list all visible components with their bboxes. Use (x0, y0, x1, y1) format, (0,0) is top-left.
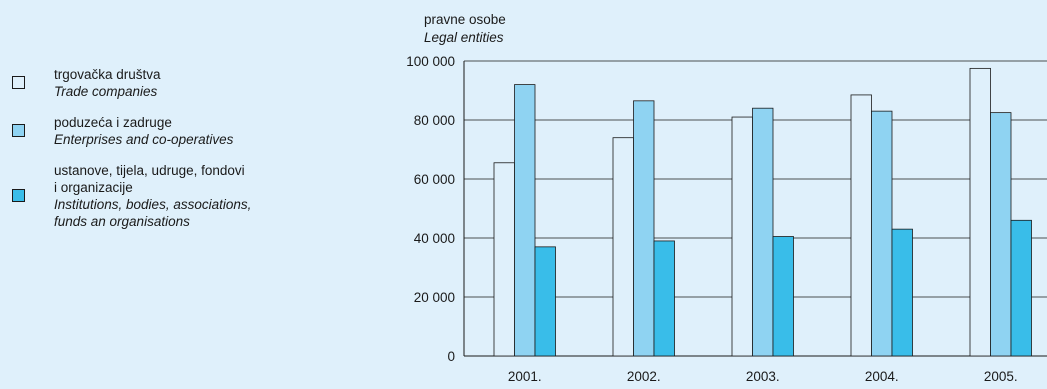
bar (871, 110, 893, 357)
legend-item-enterprises: poduzeća i zadruge Enterprises and co-op… (10, 114, 300, 148)
legend-label-en: Trade companies (54, 84, 158, 99)
bar (493, 162, 515, 357)
y-tick-label: 0 (447, 349, 455, 364)
x-tick-label: 2005. (984, 369, 1018, 384)
legend-label-hr-line2: i organizacije (54, 180, 133, 195)
x-tick-label: 2001. (508, 369, 542, 384)
bar (1010, 219, 1032, 357)
legend-label-hr: poduzeća i zadruge (54, 115, 172, 130)
legend-label-en: Enterprises and co-operatives (54, 132, 234, 147)
bar (731, 116, 753, 357)
unit-label: pravne osobe Legal entities (424, 11, 506, 47)
legend-swatch-institutions (12, 189, 25, 202)
bar (772, 236, 794, 357)
legend-label-en-line2: funds an organisations (54, 214, 190, 229)
bar (514, 84, 536, 357)
legend-label-hr-line1: ustanove, tijela, udruge, fondovi (54, 163, 245, 178)
bar (990, 112, 1012, 357)
legend-label-en-line1: Institutions, bodies, associations, (54, 197, 252, 212)
unit-label-hr: pravne osobe (424, 12, 506, 27)
bar (850, 94, 872, 357)
legend-swatch-trade-companies (12, 76, 25, 89)
y-tick-label: 40 000 (414, 231, 455, 246)
y-tick-label: 80 000 (414, 113, 455, 128)
bar (752, 107, 774, 357)
bar (534, 246, 556, 357)
legend-swatch-enterprises (12, 124, 25, 137)
legend: trgovačka društva Trade companies poduze… (10, 66, 300, 244)
y-tick-label: 20 000 (414, 290, 455, 305)
x-tick-label: 2003. (746, 369, 780, 384)
x-tick-label: 2002. (627, 369, 661, 384)
legend-item-trade-companies: trgovačka društva Trade companies (10, 66, 300, 100)
bar (969, 67, 991, 357)
unit-label-en: Legal entities (424, 30, 504, 45)
legend-label-hr: trgovačka društva (54, 67, 161, 82)
y-tick-label: 100 000 (406, 54, 455, 69)
y-tick-label: 60 000 (414, 172, 455, 187)
bar (891, 228, 913, 357)
bar (653, 240, 675, 357)
legend-item-institutions: ustanove, tijela, udruge, fondovi i orga… (10, 162, 300, 230)
bar (633, 100, 655, 357)
x-tick-label: 2004. (865, 369, 899, 384)
bar (612, 137, 634, 357)
